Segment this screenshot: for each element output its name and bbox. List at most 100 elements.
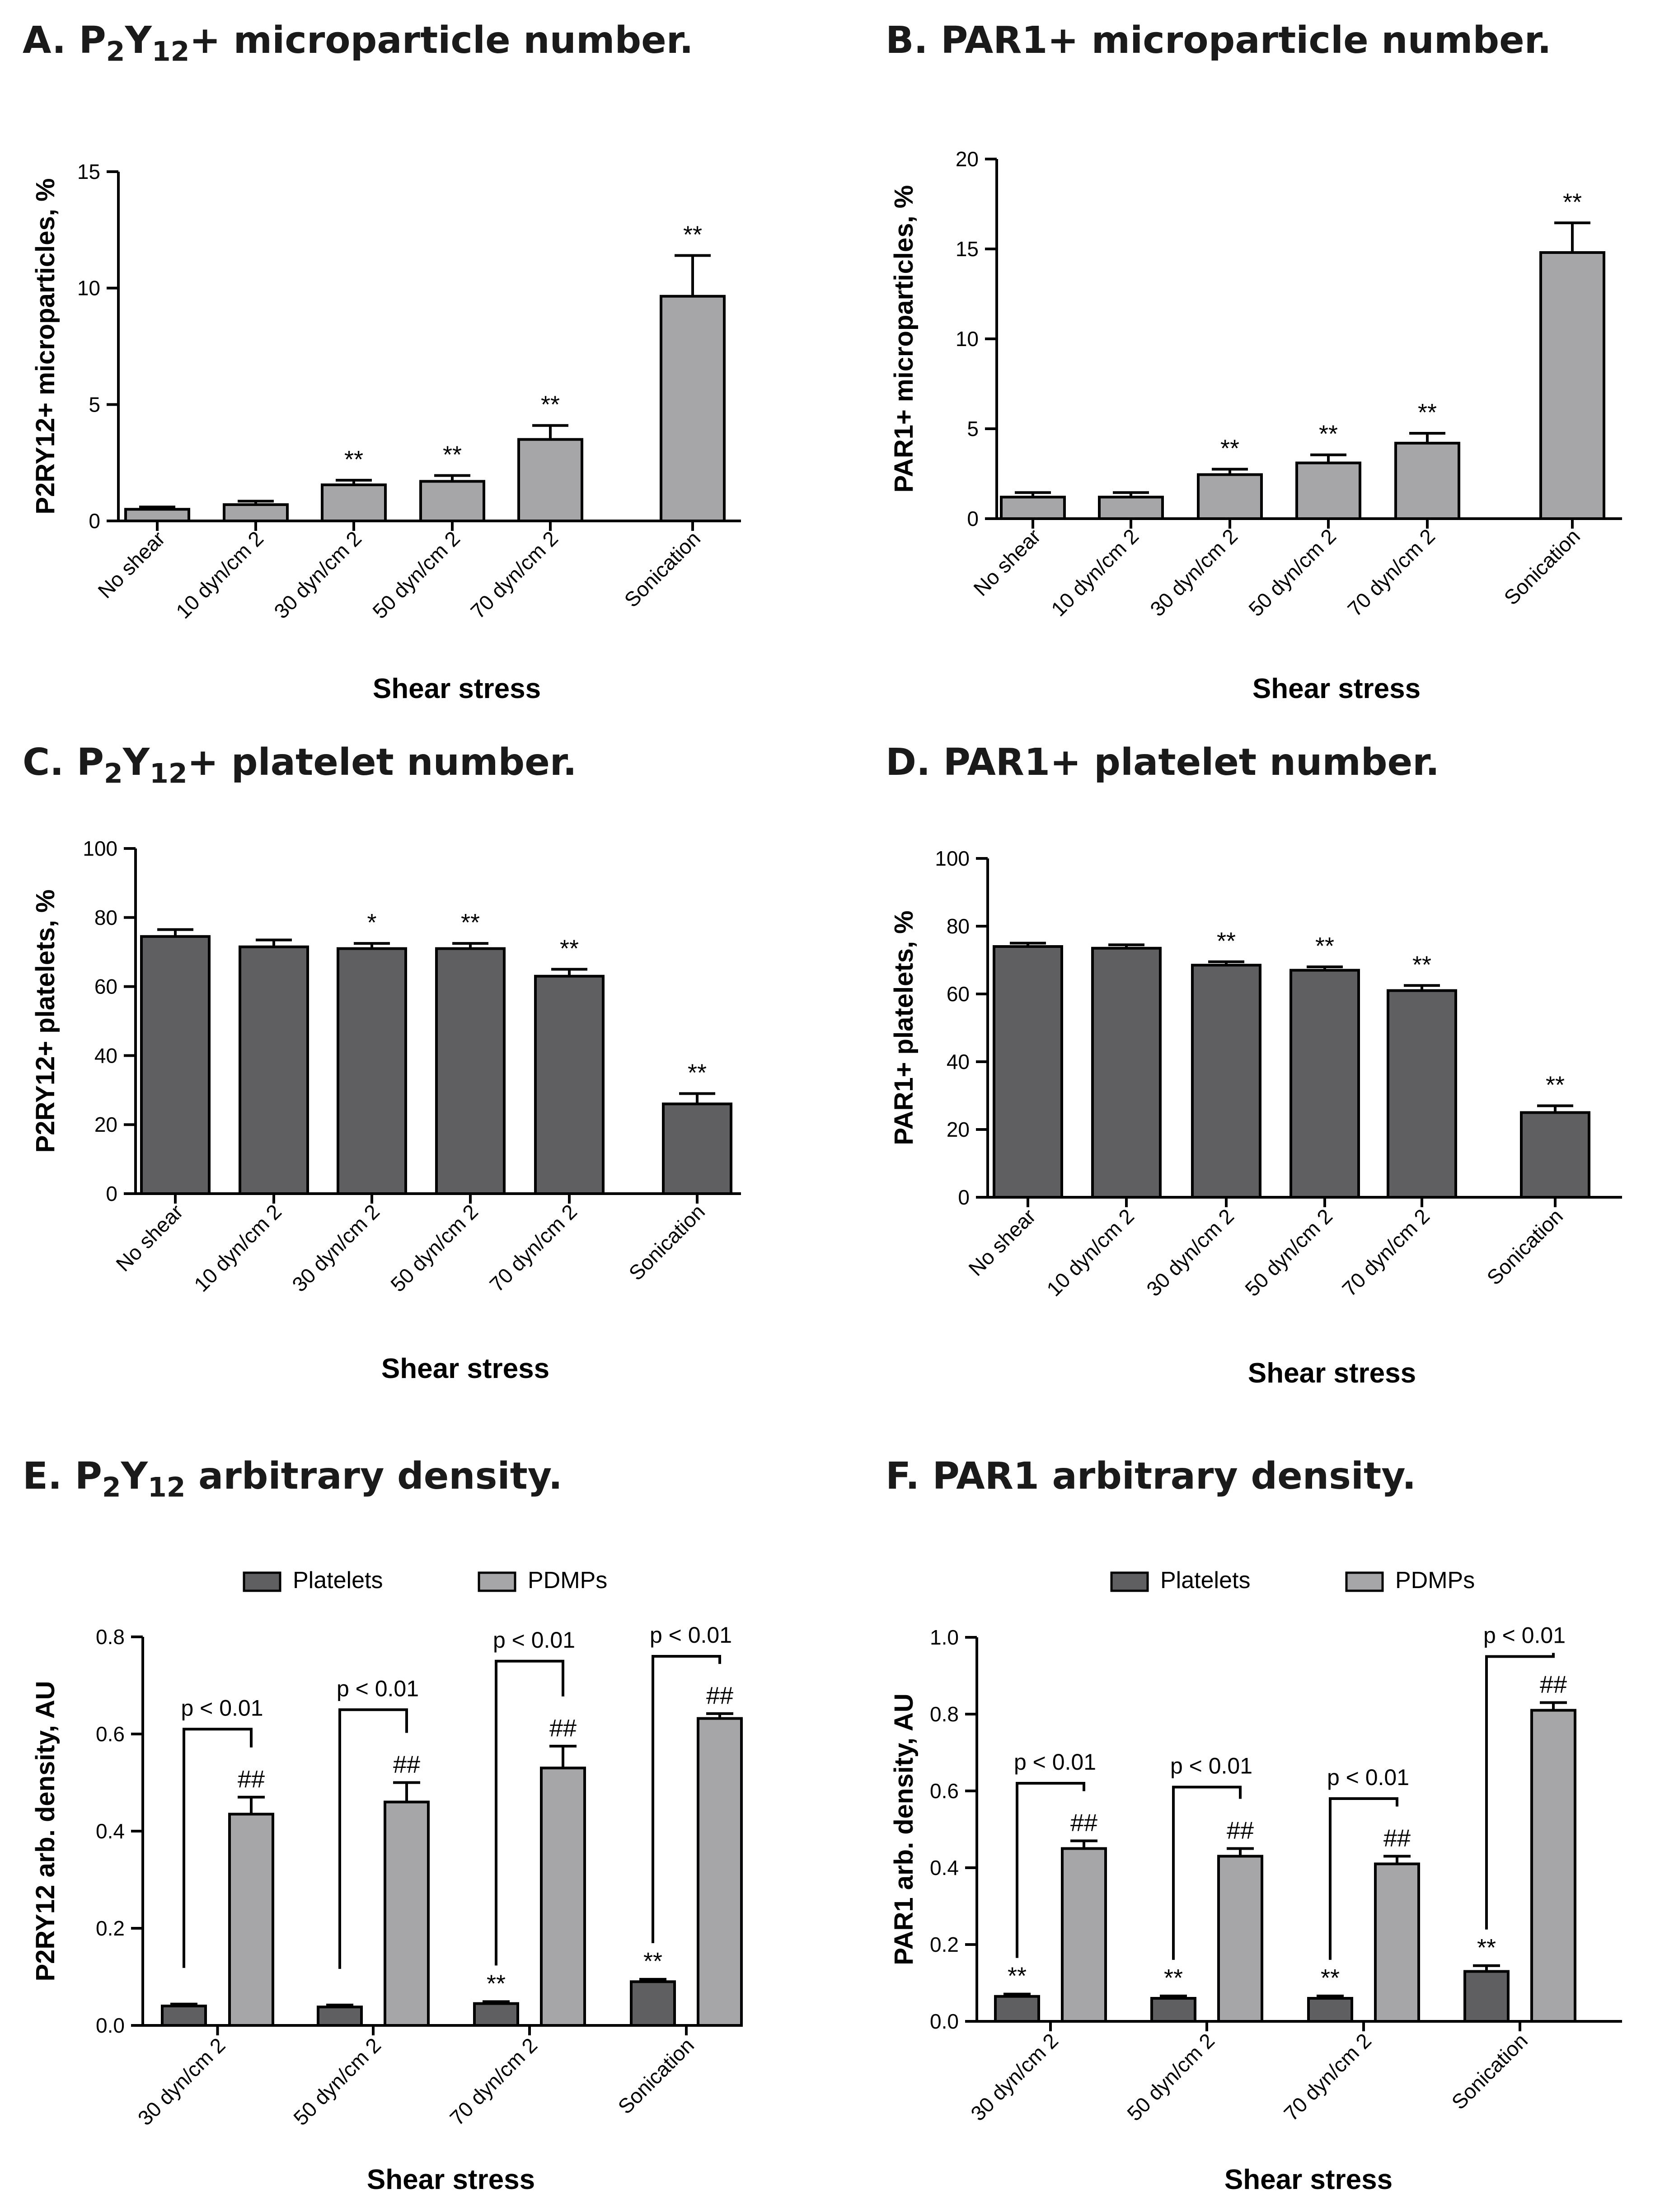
category-label: 10 dyn/cm 2: [171, 526, 268, 623]
bar: [1197, 473, 1263, 520]
panel-b: B. PAR1+ microparticle number. 0 5 10 15 20 N…: [858, 0, 1672, 732]
significance-mark: **: [683, 221, 702, 248]
y-tick-label: 100: [83, 837, 117, 860]
panel-d: D. PAR1+ platelet number. 0 20 40 60 80 100 No…: [858, 732, 1672, 1446]
category-label: No shear: [93, 526, 169, 603]
bar-pdmps: [697, 1717, 743, 2027]
significance-mark: **: [1315, 933, 1334, 960]
y-axis-label: PAR1+ microparticles, %: [889, 185, 919, 493]
bar: [1000, 496, 1066, 520]
p-value-annotation: p < 0.01: [1170, 1753, 1252, 1779]
category-label: Sonication: [1447, 2029, 1532, 2114]
y-tick-label: 15: [77, 160, 100, 183]
bar-pdmps: [540, 1767, 586, 2027]
significance-mark: ##: [1227, 1817, 1254, 1844]
bar-pdmps: [384, 1800, 430, 2027]
bar-pdmps: [1374, 1862, 1420, 2023]
bar: [662, 1102, 732, 1195]
panel-b-title: B. PAR1+ microparticle number.: [886, 19, 1552, 62]
significance-mark: **: [1321, 1964, 1340, 1992]
bar-platelets: [1150, 1997, 1196, 2023]
chart-d: 0 20 40 60 80 100 No shear 10 dyn/cm 2 ** 30 dyn/…: [889, 847, 1622, 1389]
bar: [1520, 1111, 1590, 1199]
category-label: 30 dyn/cm 2: [1142, 1204, 1238, 1301]
y-tick-label: 0: [89, 509, 100, 533]
legend-label-pdmps: PDMPs: [528, 1567, 607, 1593]
y-axis-label: P2RY12 arb. density, AU: [31, 1681, 60, 1981]
significance-mark: **: [643, 1948, 662, 1975]
significance-bracket: [1329, 1797, 1398, 1960]
y-tick-label: 20: [94, 1113, 117, 1136]
category-label: 30 dyn/cm 2: [966, 2029, 1063, 2125]
significance-bracket: [183, 1728, 253, 1968]
significance-mark: ##: [549, 1715, 577, 1742]
bar: [140, 935, 211, 1195]
category-label: Sonication: [624, 1200, 709, 1285]
y-tick-label: 60: [94, 975, 117, 998]
significance-mark: **: [1220, 435, 1239, 462]
legend-label-pdmps: PDMPs: [1395, 1567, 1475, 1593]
bar-platelets: [630, 1980, 676, 2027]
y-tick-label: 100: [935, 847, 970, 870]
bar: [321, 483, 387, 522]
chart-c: 0 20 40 60 80 100 No shear 10 dyn/cm 2 * 30 dyn/c…: [31, 837, 741, 1384]
category-label: 50 dyn/cm 2: [368, 526, 464, 623]
significance-mark: **: [1412, 951, 1431, 978]
significance-mark: **: [1563, 188, 1582, 216]
significance-mark: ##: [1540, 1671, 1567, 1698]
significance-mark: ##: [706, 1682, 733, 1709]
significance-mark: **: [344, 446, 363, 473]
significance-mark: **: [1164, 1964, 1183, 1992]
y-tick-label: 20: [956, 147, 979, 171]
significance-bracket: [1172, 1786, 1242, 1960]
panel-d-title: D. PAR1+ platelet number.: [886, 741, 1440, 784]
legend-swatch-platelets: [1110, 1571, 1149, 1592]
y-tick-label: 0.4: [96, 1819, 125, 1843]
category-label: 50 dyn/cm 2: [1244, 524, 1341, 621]
category-label: 70 dyn/cm 2: [485, 1200, 581, 1296]
x-axis-label: Shear stress: [367, 2164, 535, 2195]
significance-mark: **: [461, 909, 480, 936]
bar: [1191, 964, 1261, 1199]
bar: [124, 508, 190, 522]
category-label: No shear: [969, 524, 1045, 600]
bar: [337, 947, 407, 1195]
p-value-annotation: p < 0.01: [493, 1627, 575, 1653]
category-label: 30 dyn/cm 2: [1145, 524, 1242, 621]
significance-mark: **: [1319, 421, 1338, 448]
y-tick-label: 0.0: [930, 2010, 959, 2033]
panel-e: E. P2Y12 arbitrary density. 0.0 0.2 0.4 0.6…: [0, 1446, 836, 2212]
y-tick-label: 20: [947, 1118, 970, 1141]
y-tick-label: 0.6: [96, 1722, 125, 1746]
category-label: 50 dyn/cm 2: [289, 2033, 385, 2130]
y-tick-label: 5: [967, 417, 979, 441]
category-label: 30 dyn/cm 2: [287, 1200, 384, 1296]
y-tick-label: 10: [77, 276, 100, 300]
y-tick-label: 10: [956, 327, 979, 351]
category-label: No shear: [964, 1204, 1040, 1280]
y-tick-label: 40: [94, 1044, 117, 1067]
y-tick-label: 0.0: [96, 2014, 125, 2037]
p-value-annotation: p < 0.01: [337, 1676, 419, 1701]
y-tick-label: 0: [967, 507, 979, 530]
significance-mark: **: [560, 935, 579, 962]
significance-mark: ##: [1070, 1809, 1097, 1837]
x-axis-label: Shear stress: [381, 1353, 549, 1384]
x-axis-label: Shear stress: [1252, 673, 1421, 704]
bar: [534, 975, 605, 1195]
category-label: Sonication: [619, 526, 705, 612]
bar-platelets: [994, 1995, 1040, 2023]
bar: [435, 947, 506, 1195]
significance-mark: **: [541, 391, 560, 418]
significance-mark: **: [1418, 399, 1437, 426]
category-label: 10 dyn/cm 2: [1042, 1204, 1139, 1301]
category-label: 70 dyn/cm 2: [466, 526, 563, 623]
significance-bracket: [1485, 1653, 1555, 1930]
panel-a-title: A. P2Y12+ microparticle number.: [23, 19, 694, 68]
p-value-annotation: p < 0.01: [1483, 1623, 1566, 1648]
y-tick-label: 0.2: [96, 1917, 125, 1940]
category-label: Sonication: [613, 2033, 699, 2118]
category-label: No shear: [111, 1200, 188, 1276]
significance-mark: *: [367, 909, 376, 936]
chart-a: 0 5 10 15 No shear 10 dyn/cm 2 ** 30 dyn/cm 2 **…: [31, 160, 741, 704]
